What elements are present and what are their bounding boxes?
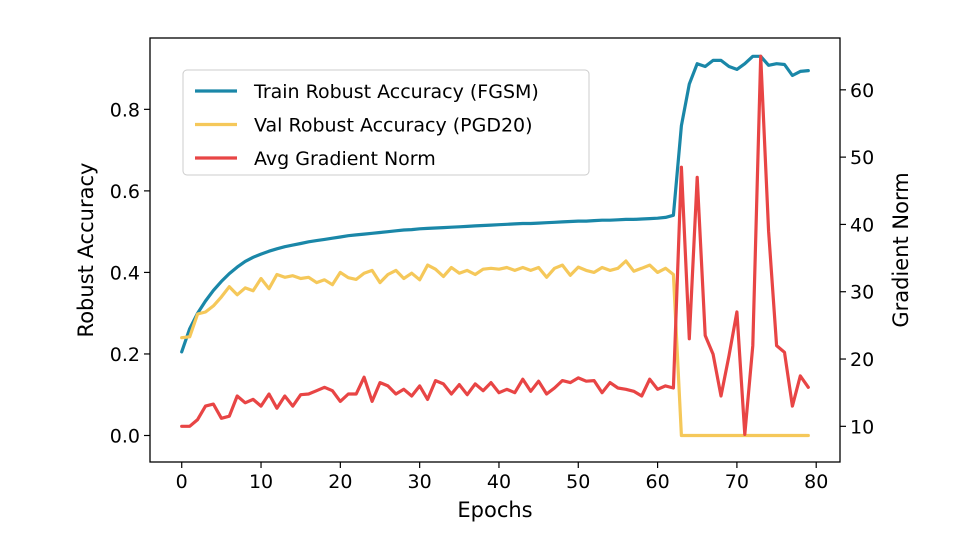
legend-label-1: Train Robust Accuracy (FGSM) [253, 81, 539, 103]
y-tick-label: 0.8 [110, 99, 140, 121]
legend-box [182, 69, 590, 176]
plot-frame [149, 37, 841, 463]
y2-axis-title: Gradient Norm [889, 172, 913, 327]
plot-lines [180, 54, 810, 438]
series-line-1 [180, 54, 810, 354]
x-tick-label: 40 [487, 471, 511, 493]
x-tick-label: 60 [645, 471, 669, 493]
series-line-2 [180, 259, 810, 438]
y2-tick-label: 60 [850, 80, 874, 102]
y2-tick-label: 50 [850, 147, 874, 169]
y2-tick-label: 10 [850, 416, 874, 438]
x-tick-label: 10 [249, 471, 273, 493]
legend-items: Train Robust Accuracy (FGSM) Val Robust A… [195, 81, 539, 170]
y2-tick-label: 30 [850, 282, 874, 304]
y-tick-label: 0.0 [110, 426, 140, 448]
x-tick-label: 50 [566, 471, 590, 493]
y-tick-label: 0.2 [110, 344, 140, 366]
legend-label-2: Val Robust Accuracy (PGD20) [254, 115, 533, 137]
y2-tick-label: 40 [850, 214, 874, 236]
x-tick-label: 80 [804, 471, 828, 493]
y-axis-title: Robust Accuracy [74, 163, 98, 338]
y2-tick-label: 20 [850, 349, 874, 371]
legend-label-3: Avg Gradient Norm [254, 148, 436, 170]
y-tick-label: 0.4 [110, 262, 140, 284]
x-tick-label: 0 [176, 471, 188, 493]
x-tick-label: 70 [725, 471, 749, 493]
y-tick-label: 0.6 [110, 181, 140, 203]
legend: Train Robust Accuracy (FGSM) Val Robust A… [182, 69, 590, 176]
series-line-3 [180, 54, 810, 436]
x-axis-title: Epochs [457, 498, 532, 522]
y-axis-ticks: 0.0 0.2 0.4 0.6 0.8 [110, 99, 150, 448]
y2-axis-ticks: 10 20 30 40 50 60 [840, 80, 874, 438]
x-tick-label: 30 [408, 471, 432, 493]
x-tick-label: 20 [328, 471, 352, 493]
x-axis-ticks: 0 10 20 30 40 50 60 70 80 [176, 462, 828, 493]
